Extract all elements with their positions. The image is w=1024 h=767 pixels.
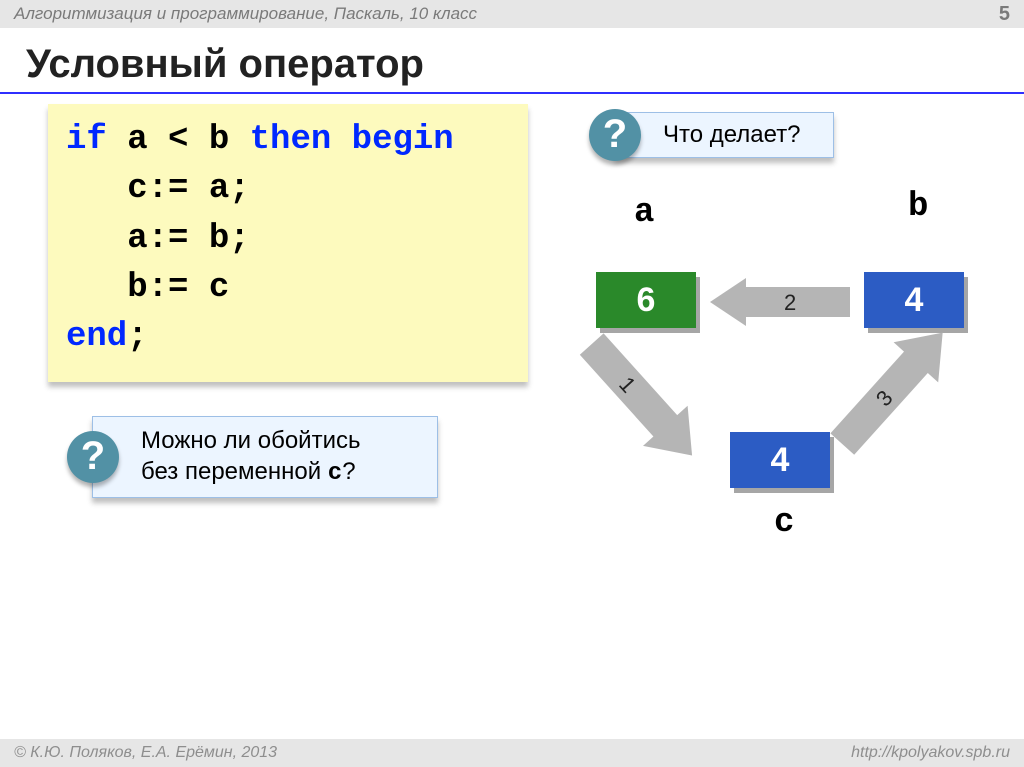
box-c: 4	[730, 432, 830, 488]
callout-line1: Можно ли обойтись	[141, 427, 361, 454]
footer-right: http://kpolyakov.spb.ru	[851, 739, 1010, 767]
code-semi: ;	[127, 318, 147, 356]
header-bar: Алгоритмизация и программирование, Паска…	[0, 0, 1024, 28]
callout-what-does-it-do: ? Что делает?	[614, 112, 834, 158]
swap-diagram: a b c 6 4 4 2 1 3	[562, 194, 1002, 554]
kw-then: then	[250, 121, 332, 159]
arrow-c-to-b: 3	[820, 313, 965, 465]
title-rule	[0, 92, 1024, 94]
footer-bar: © К.Ю. Поляков, Е.А. Ерёмин, 2013 http:/…	[0, 739, 1024, 767]
breadcrumb: Алгоритмизация и программирование, Паска…	[14, 4, 477, 23]
code-l2: a:= b;	[66, 220, 250, 258]
page-title: Условный оператор	[26, 42, 1024, 87]
code-block: if a < b then begin c:= a; a:= b; b:= c …	[48, 104, 528, 382]
arrow-b-to-a: 2	[710, 278, 850, 326]
code-cond: a < b	[107, 121, 250, 159]
kw-begin: begin	[352, 121, 454, 159]
arrow-a-to-c: 1	[569, 324, 714, 476]
label-c: c	[774, 504, 794, 542]
callout-var-c: c	[328, 460, 342, 487]
question-icon: ?	[67, 431, 119, 483]
question-icon: ?	[589, 109, 641, 161]
code-l3: b:= c	[66, 269, 229, 307]
code-l1: c:= a;	[66, 170, 250, 208]
arrow-step-2: 2	[784, 290, 796, 316]
footer-left: © К.Ю. Поляков, Е.А. Ерёмин, 2013	[14, 744, 277, 761]
kw-if: if	[66, 121, 107, 159]
box-a: 6	[596, 272, 696, 328]
callout-text: Что делает?	[663, 121, 801, 148]
callout-line2-prefix: без переменной	[141, 458, 328, 485]
label-a: a	[634, 194, 654, 232]
callout-suffix: ?	[342, 458, 355, 485]
label-b: b	[908, 188, 928, 226]
kw-end: end	[66, 318, 127, 356]
page-number: 5	[999, 0, 1010, 28]
callout-can-avoid-c: ? Можно ли обойтись без переменной c?	[92, 416, 438, 498]
